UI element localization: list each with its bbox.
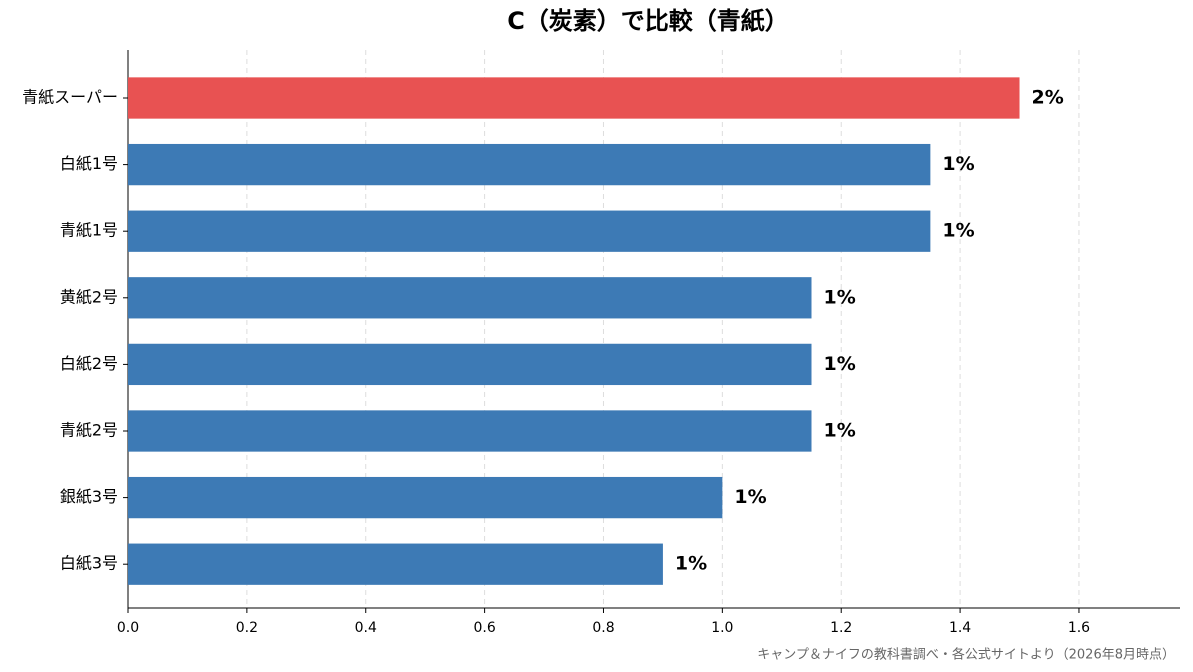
y-tick-label: 青紙1号 xyxy=(60,221,118,240)
bar xyxy=(128,343,812,386)
value-label: 1% xyxy=(734,486,766,508)
source-note: キャンプ＆ナイフの教科書調べ・各公式サイトより（2026年8月時点） xyxy=(757,647,1175,663)
bar xyxy=(128,410,812,452)
bar xyxy=(128,77,1020,119)
x-tick-label: 1.4 xyxy=(949,620,971,636)
y-tick-label: 青紙スーパー xyxy=(22,88,118,107)
bar xyxy=(128,543,663,585)
x-tick-label: 1.6 xyxy=(1068,620,1090,636)
value-label: 1% xyxy=(942,153,974,175)
y-tick-label: 青紙2号 xyxy=(60,421,118,440)
value-label: 2% xyxy=(1032,87,1064,109)
y-tick-label: 白紙1号 xyxy=(60,154,118,173)
x-tick-label: 0.6 xyxy=(473,620,495,636)
value-label: 1% xyxy=(675,553,707,575)
y-tick-label: 黄紙2号 xyxy=(60,287,118,306)
x-tick-label: 0.2 xyxy=(236,620,258,636)
value-label: 1% xyxy=(824,353,856,375)
y-tick-label: 銀紙3号 xyxy=(60,487,118,506)
bar xyxy=(128,476,723,519)
x-tick-label: 0.4 xyxy=(355,620,377,636)
x-tick-label: 0.0 xyxy=(117,620,139,636)
bar xyxy=(128,277,812,319)
bar xyxy=(128,210,931,252)
x-tick-label: 1.0 xyxy=(711,620,733,636)
chart-title: C（炭素）で比較（青紙） xyxy=(507,7,789,35)
y-tick-label: 白紙2号 xyxy=(60,354,118,373)
x-tick-label: 1.2 xyxy=(830,620,852,636)
bar xyxy=(128,143,931,186)
x-tick-label: 0.8 xyxy=(592,620,614,636)
y-tick-label: 白紙3号 xyxy=(60,554,118,573)
value-label: 1% xyxy=(824,286,856,308)
value-label: 1% xyxy=(942,220,974,242)
value-label: 1% xyxy=(824,420,856,442)
